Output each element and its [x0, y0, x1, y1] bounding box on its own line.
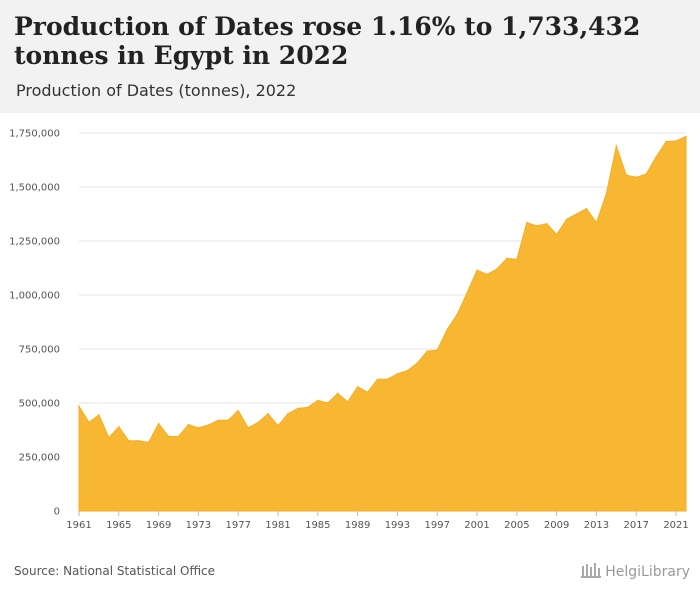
x-tick-label: 1989	[345, 520, 370, 531]
data-point	[217, 419, 220, 422]
brand-name: HelgiLibrary	[605, 564, 690, 580]
data-point	[655, 155, 657, 158]
x-tick-label: 1965	[106, 520, 131, 531]
x-axis: 1961 1965 1969 1973 1977 1981 1985 1989 1993 1997…	[66, 511, 689, 531]
data-point	[356, 386, 359, 388]
data-point	[78, 405, 80, 408]
data-point	[486, 273, 488, 276]
data-point	[108, 436, 110, 439]
data-point	[317, 399, 319, 402]
x-tick-label: 1977	[225, 520, 250, 531]
data-point	[426, 350, 429, 352]
data-point	[177, 435, 180, 438]
data-point	[506, 257, 508, 260]
data-point	[326, 402, 329, 404]
source-note: Source: National Statistical Office	[14, 564, 216, 578]
x-tick-label: 1961	[66, 520, 91, 531]
header-band	[0, 0, 700, 113]
data-point	[565, 218, 568, 221]
y-axis: 0 250,000 500,000 750,000 1,000,000 1,250,000…	[9, 129, 60, 518]
data-point	[118, 425, 120, 428]
x-tick-label: 2005	[504, 520, 529, 531]
data-point	[675, 140, 677, 142]
data-point	[476, 269, 478, 271]
data-point	[277, 424, 279, 427]
data-point	[267, 413, 269, 415]
y-tick-label: 1,500,000	[9, 183, 60, 194]
y-tick-label: 0	[54, 507, 60, 518]
data-point	[396, 373, 399, 375]
x-tick-label: 2009	[544, 520, 569, 531]
data-point	[665, 140, 667, 143]
y-tick-label: 250,000	[19, 453, 60, 464]
data-point	[625, 174, 628, 176]
data-point	[585, 207, 588, 210]
chart-title: Production of Dates rose 1.16% to 1,733,…	[14, 12, 641, 70]
data-point	[605, 192, 608, 195]
x-tick-label: 1997	[425, 520, 450, 531]
data-point	[645, 173, 647, 175]
data-point	[137, 440, 140, 442]
x-tick-label: 2017	[624, 520, 649, 531]
data-point	[336, 392, 339, 395]
data-point	[416, 362, 419, 364]
x-tick-label: 1973	[186, 520, 211, 531]
data-point	[496, 268, 498, 270]
x-tick-label: 2001	[464, 520, 489, 531]
data-point	[346, 401, 349, 403]
y-tick-label: 1,750,000	[9, 129, 60, 140]
data-point	[127, 440, 130, 442]
data-point	[466, 292, 468, 294]
data-point	[187, 423, 190, 426]
data-point	[88, 421, 90, 424]
data-point	[456, 313, 458, 316]
brand-logo: HelgiLibrary	[580, 561, 690, 583]
data-point	[247, 427, 249, 429]
chart-subtitle: Production of Dates (tonnes), 2022	[16, 81, 297, 100]
data-point	[436, 349, 439, 351]
data-point	[525, 221, 528, 224]
y-tick-label: 1,000,000	[9, 291, 60, 302]
data-point	[535, 225, 538, 227]
y-tick-label: 750,000	[19, 345, 60, 356]
data-point	[227, 419, 230, 422]
y-tick-label: 1,250,000	[9, 237, 60, 248]
data-point	[297, 407, 299, 410]
x-tick-label: 1969	[146, 520, 171, 531]
data-point	[207, 424, 210, 426]
library-icon	[580, 561, 602, 583]
data-point	[545, 222, 548, 225]
data-point	[197, 427, 200, 429]
data-point	[595, 221, 598, 224]
data-point	[386, 378, 389, 381]
data-point	[635, 176, 638, 179]
x-tick-label: 2021	[663, 520, 688, 531]
data-point	[406, 369, 409, 372]
x-tick-label: 1981	[265, 520, 290, 531]
data-point	[147, 441, 150, 444]
x-tick-label: 1985	[305, 520, 330, 531]
data-point	[287, 413, 289, 415]
data-point	[575, 213, 578, 215]
area-chart: 0 250,000 500,000 750,000 1,000,000 1,250,000…	[9, 129, 689, 532]
data-point	[237, 409, 240, 412]
x-tick-label: 2013	[584, 520, 609, 531]
series-area	[78, 135, 687, 512]
data-point	[446, 328, 448, 331]
data-point	[157, 422, 160, 425]
data-point	[376, 378, 379, 381]
data-point	[685, 135, 687, 138]
data-point	[307, 406, 309, 409]
y-tick-label: 500,000	[19, 399, 60, 410]
production-area	[78, 135, 687, 512]
data-point	[257, 421, 259, 424]
data-point	[366, 391, 369, 394]
data-point	[555, 233, 558, 236]
data-point	[167, 435, 170, 438]
data-point	[98, 414, 100, 416]
data-point	[516, 258, 518, 261]
data-point	[615, 145, 618, 147]
x-tick-label: 1993	[385, 520, 410, 531]
